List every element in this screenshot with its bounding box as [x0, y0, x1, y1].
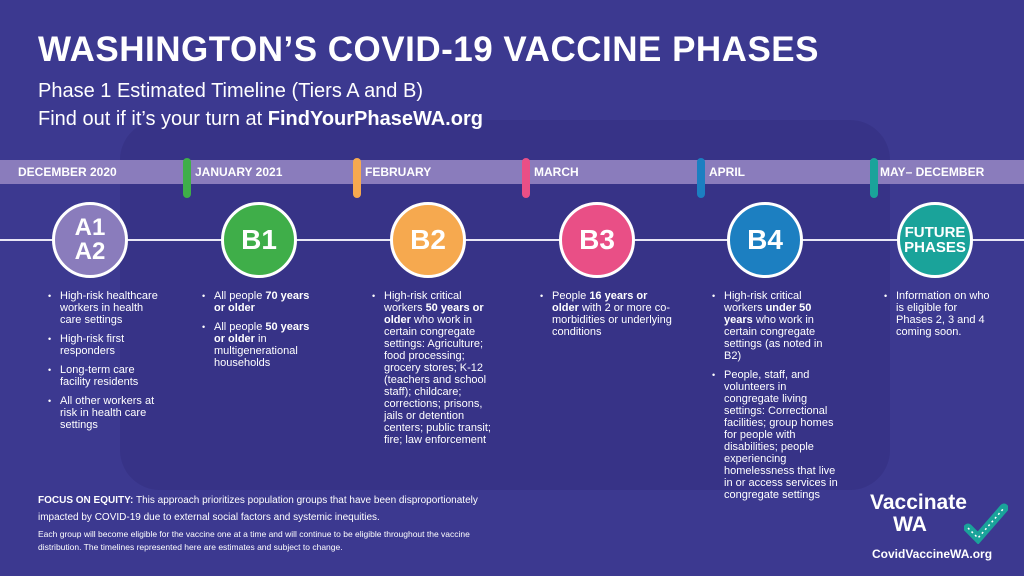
- phase-eligibility-list: High-risk critical workers under 50 year…: [712, 290, 842, 508]
- phase-badge: B4: [727, 202, 803, 278]
- list-item-text: People, staff, and volunteers in congreg…: [724, 369, 838, 501]
- list-item-text: High-risk critical workers: [384, 290, 462, 314]
- list-item-text: who work in certain congregate settings:…: [384, 314, 491, 446]
- logo-line1: Vaccinate: [870, 491, 967, 514]
- phase-badge: FUTURE PHASES: [897, 202, 973, 278]
- list-item: All other workers at risk in health care…: [48, 395, 158, 431]
- list-item: People 16 years or older with 2 or more …: [540, 290, 675, 338]
- list-item: High-risk critical workers 50 years or o…: [372, 290, 502, 446]
- list-item: High-risk healthcare workers in health c…: [48, 290, 158, 326]
- list-item: High-risk critical workers under 50 year…: [712, 290, 842, 362]
- month-marker: [183, 158, 191, 198]
- timeline-band: [0, 160, 1024, 184]
- phase-label: B3: [579, 224, 615, 255]
- month-marker: [870, 158, 878, 198]
- phase-badge: B1: [221, 202, 297, 278]
- timeline-note: Each group will become eligible for the …: [38, 529, 470, 552]
- list-item-text: under 50 years: [724, 302, 812, 326]
- list-item-text: Long-term care facility residents: [60, 364, 139, 388]
- list-item: All people 70 years or older: [202, 290, 317, 314]
- phase-label: B4: [747, 224, 783, 255]
- list-item: All people 50 years or older in multigen…: [202, 321, 317, 369]
- equity-statement: FOCUS ON EQUITY: This approach prioritiz…: [38, 492, 478, 526]
- phase-label: B2: [410, 224, 446, 255]
- phase-eligibility-list: High-risk healthcare workers in health c…: [48, 290, 158, 438]
- list-item-text: in multigenerational households: [214, 333, 298, 369]
- month-marker: [697, 158, 705, 198]
- month-label: APRIL: [709, 165, 745, 179]
- list-item: People, staff, and volunteers in congreg…: [712, 369, 842, 501]
- list-item-text: People: [552, 290, 590, 302]
- list-item: Information on who is eligible for Phase…: [884, 290, 994, 338]
- list-item-text: High-risk critical workers: [724, 290, 802, 314]
- list-item-text: with 2 or more co-morbidities or underly…: [552, 302, 672, 338]
- list-item-text: All people: [214, 321, 266, 333]
- list-item-text: High-risk healthcare workers in health c…: [60, 290, 158, 326]
- cta-prefix: Find out if it’s your turn at: [38, 108, 268, 130]
- list-item: Long-term care facility residents: [48, 364, 158, 388]
- list-item-text: High-risk first responders: [60, 333, 125, 357]
- phase-label: B1: [241, 224, 277, 255]
- list-item-text: Information on who is eligible for Phase…: [896, 290, 990, 338]
- phase-label: A1: [74, 214, 106, 241]
- month-label: JANUARY 2021: [195, 165, 283, 179]
- month-label: MAY– DECEMBER: [880, 165, 985, 179]
- equity-text: This approach prioritizes population gro…: [38, 495, 478, 523]
- covid-vaccine-wa-link[interactable]: CovidVaccineWA.org: [872, 547, 993, 561]
- list-item: High-risk first responders: [48, 333, 158, 357]
- phase-label: PHASES: [904, 239, 966, 256]
- logo-line2: WA: [893, 513, 927, 536]
- page-subtitle: Phase 1 Estimated Timeline (Tiers A and …: [38, 80, 423, 102]
- list-item-text: who work in certain congregate settings …: [724, 314, 823, 362]
- month-label: DECEMBER 2020: [18, 165, 117, 179]
- list-item-text: 50 years or older: [384, 302, 484, 326]
- phase-eligibility-list: All people 70 years or olderAll people 5…: [202, 290, 317, 376]
- timeline-line: [0, 239, 1024, 241]
- list-item-text: All people: [214, 290, 266, 302]
- phase-badge: B2: [390, 202, 466, 278]
- vaccinate-wa-logo: Vaccinate WA: [870, 492, 967, 536]
- find-your-phase-link[interactable]: FindYourPhaseWA.org: [267, 108, 483, 130]
- month-marker: [353, 158, 361, 198]
- list-item-text: 70 years or older: [214, 290, 310, 314]
- equity-label: FOCUS ON EQUITY:: [38, 495, 134, 506]
- page-title: WASHINGTON’S COVID-19 VACCINE PHASES: [38, 30, 819, 69]
- month-label: FEBRUARY: [365, 165, 432, 179]
- list-item-text: 50 years or older: [214, 321, 310, 345]
- cta-line: Find out if it’s your turn at FindYourPh…: [38, 108, 483, 131]
- phase-badge: B3: [559, 202, 635, 278]
- phase-eligibility-list: People 16 years or older with 2 or more …: [540, 290, 675, 345]
- phase-label: FUTURE: [904, 224, 966, 241]
- phase-label: A2: [74, 238, 106, 265]
- phase-badge: A1 A2: [52, 202, 128, 278]
- phase-eligibility-list: Information on who is eligible for Phase…: [884, 290, 994, 345]
- month-marker: [522, 158, 530, 198]
- phase-eligibility-list: High-risk critical workers 50 years or o…: [372, 290, 502, 453]
- list-item-text: 16 years or older: [552, 290, 648, 314]
- bandage-check-icon: [964, 503, 1008, 544]
- month-label: MARCH: [534, 165, 579, 179]
- list-item-text: All other workers at risk in health care…: [60, 395, 155, 431]
